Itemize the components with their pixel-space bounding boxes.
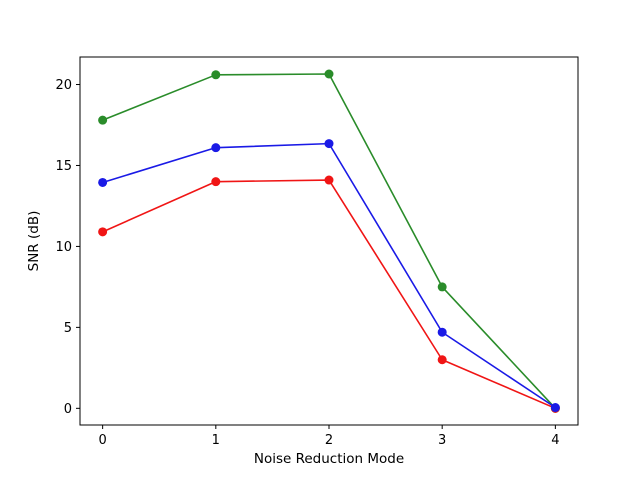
y-axis-label: SNR (dB) xyxy=(26,211,42,272)
series-marker-blue xyxy=(324,139,334,149)
series-marker-blue xyxy=(437,327,447,337)
series-marker-red xyxy=(324,175,334,185)
y-tick-label: 15 xyxy=(55,159,72,174)
y-tick-label: 5 xyxy=(64,321,72,336)
series-marker-red xyxy=(437,355,447,365)
x-tick-label: 1 xyxy=(212,433,220,448)
series-marker-green xyxy=(437,282,447,292)
y-tick-label: 10 xyxy=(55,240,72,255)
x-tick-label: 0 xyxy=(98,433,106,448)
series-marker-green xyxy=(211,70,221,80)
series-marker-blue xyxy=(211,143,221,153)
y-tick-label: 20 xyxy=(55,78,72,93)
series-marker-green xyxy=(98,115,108,125)
axes-box xyxy=(79,56,579,426)
x-tick-label: 2 xyxy=(325,433,333,448)
series-marker-green xyxy=(324,69,334,79)
y-tick-label: 0 xyxy=(64,402,72,417)
x-axis-label: Noise Reduction Mode xyxy=(254,451,404,467)
series-marker-blue xyxy=(98,177,108,187)
series-marker-blue xyxy=(550,403,560,413)
series-marker-red xyxy=(211,177,221,187)
x-tick-label: 3 xyxy=(438,433,446,448)
series-marker-red xyxy=(98,227,108,237)
x-tick-label: 4 xyxy=(551,433,559,448)
